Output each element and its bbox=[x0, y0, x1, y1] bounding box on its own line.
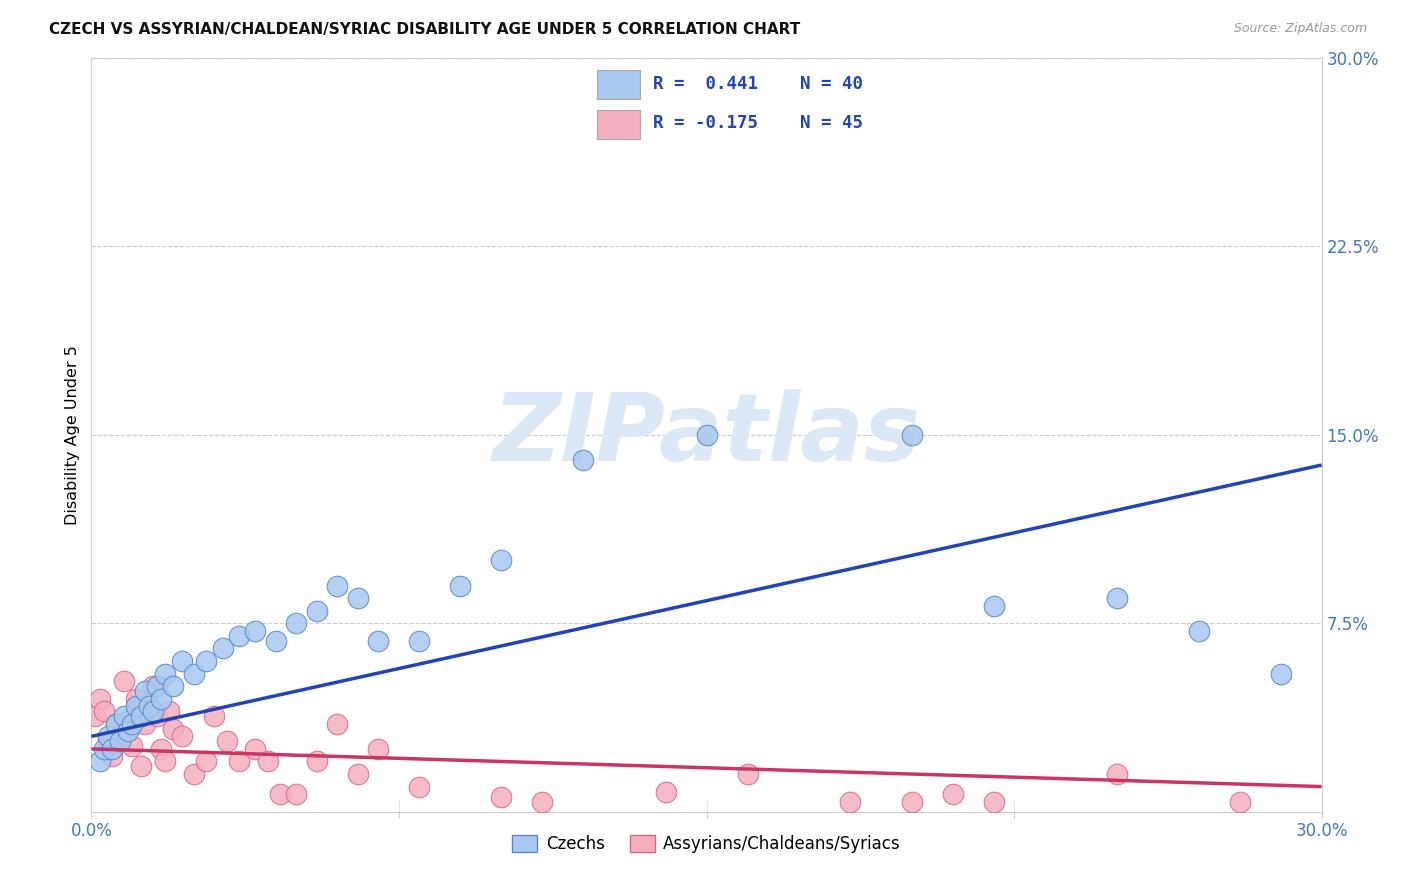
Point bbox=[89, 691, 111, 706]
Point bbox=[101, 749, 124, 764]
Point bbox=[112, 674, 135, 689]
Point bbox=[150, 742, 173, 756]
Point bbox=[256, 755, 278, 769]
Point bbox=[228, 629, 250, 643]
Point bbox=[101, 742, 124, 756]
Point bbox=[1229, 795, 1251, 809]
Point bbox=[264, 633, 287, 648]
Point bbox=[367, 742, 389, 756]
Point bbox=[408, 780, 430, 794]
Point bbox=[449, 579, 471, 593]
Point bbox=[153, 666, 177, 681]
Point bbox=[1105, 591, 1128, 606]
Point bbox=[105, 716, 127, 731]
Point bbox=[347, 591, 370, 606]
Point bbox=[228, 755, 250, 769]
Point bbox=[121, 739, 143, 754]
Point bbox=[269, 787, 291, 801]
Point bbox=[245, 742, 267, 756]
Point bbox=[654, 784, 676, 798]
Point bbox=[125, 699, 148, 714]
Point bbox=[146, 679, 169, 693]
Point bbox=[170, 654, 193, 668]
Text: R = -0.175    N = 45: R = -0.175 N = 45 bbox=[652, 114, 863, 132]
Point bbox=[491, 789, 513, 804]
Point bbox=[84, 709, 107, 723]
Point bbox=[326, 579, 349, 593]
Point bbox=[134, 684, 156, 698]
Point bbox=[245, 624, 267, 638]
Point bbox=[326, 716, 349, 731]
Point bbox=[97, 734, 120, 748]
Point bbox=[211, 641, 233, 656]
Point bbox=[695, 428, 717, 442]
Point bbox=[1187, 624, 1209, 638]
Point bbox=[305, 604, 328, 618]
Point bbox=[983, 795, 1005, 809]
Text: ZIPatlas: ZIPatlas bbox=[492, 389, 921, 481]
Point bbox=[97, 730, 120, 744]
Point bbox=[129, 709, 152, 723]
Point bbox=[491, 553, 513, 567]
Point bbox=[215, 734, 238, 748]
Point bbox=[157, 704, 180, 718]
Point bbox=[93, 742, 115, 756]
Point bbox=[138, 699, 160, 714]
Point bbox=[900, 428, 922, 442]
Point bbox=[1270, 666, 1292, 681]
Point bbox=[285, 787, 308, 801]
Point bbox=[162, 679, 184, 693]
Point bbox=[839, 795, 862, 809]
Point bbox=[134, 716, 156, 731]
Text: CZECH VS ASSYRIAN/CHALDEAN/SYRIAC DISABILITY AGE UNDER 5 CORRELATION CHART: CZECH VS ASSYRIAN/CHALDEAN/SYRIAC DISABI… bbox=[49, 22, 800, 37]
Point bbox=[305, 755, 328, 769]
Bar bbox=[596, 110, 640, 139]
Point bbox=[121, 716, 143, 731]
Text: R =  0.441    N = 40: R = 0.441 N = 40 bbox=[652, 75, 863, 93]
Legend: Czechs, Assyrians/Chaldeans/Syriacs: Czechs, Assyrians/Chaldeans/Syriacs bbox=[506, 829, 907, 860]
Point bbox=[108, 734, 131, 748]
Point bbox=[117, 714, 139, 729]
Point bbox=[408, 633, 430, 648]
Point bbox=[117, 724, 139, 739]
Point bbox=[195, 755, 218, 769]
Point bbox=[942, 787, 965, 801]
Point bbox=[105, 716, 127, 731]
Text: Source: ZipAtlas.com: Source: ZipAtlas.com bbox=[1233, 22, 1367, 36]
Point bbox=[142, 679, 165, 693]
Point bbox=[129, 759, 152, 773]
Bar bbox=[596, 70, 640, 99]
Point bbox=[138, 699, 160, 714]
Point bbox=[983, 599, 1005, 613]
Point bbox=[93, 704, 115, 718]
Point bbox=[112, 709, 135, 723]
Point bbox=[183, 767, 205, 781]
Point bbox=[89, 755, 111, 769]
Point bbox=[125, 691, 148, 706]
Point bbox=[1105, 767, 1128, 781]
Point bbox=[202, 709, 225, 723]
Point bbox=[183, 666, 205, 681]
Point bbox=[153, 755, 177, 769]
Point bbox=[900, 795, 922, 809]
Y-axis label: Disability Age Under 5: Disability Age Under 5 bbox=[65, 345, 80, 524]
Point bbox=[150, 691, 173, 706]
Point bbox=[737, 767, 759, 781]
Point bbox=[195, 654, 218, 668]
Point bbox=[108, 730, 131, 744]
Point bbox=[170, 730, 193, 744]
Point bbox=[285, 616, 308, 631]
Point bbox=[146, 709, 169, 723]
Point bbox=[367, 633, 389, 648]
Point bbox=[572, 453, 595, 467]
Point bbox=[531, 795, 554, 809]
Point bbox=[347, 767, 370, 781]
Point bbox=[162, 722, 184, 736]
Point bbox=[142, 704, 165, 718]
